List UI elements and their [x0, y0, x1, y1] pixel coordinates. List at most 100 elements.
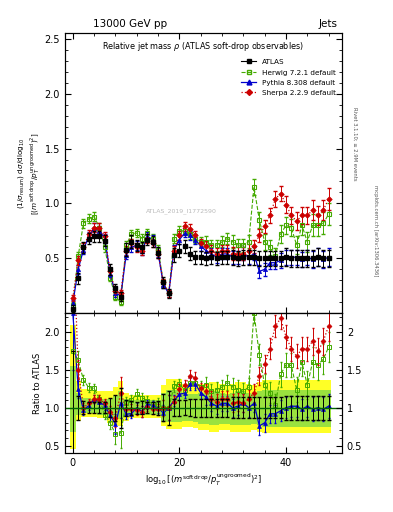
Bar — [75, 381, 81, 421]
Bar — [187, 394, 193, 420]
Bar — [294, 390, 299, 426]
Bar — [177, 379, 182, 429]
Bar — [246, 393, 252, 425]
Bar — [123, 393, 129, 420]
Bar — [315, 390, 321, 426]
Bar — [262, 390, 267, 426]
Bar — [235, 391, 241, 425]
Bar — [123, 399, 129, 416]
Bar — [92, 399, 97, 413]
Bar — [278, 390, 283, 426]
Bar — [257, 391, 262, 425]
Text: Jets: Jets — [319, 19, 338, 29]
Bar — [81, 398, 86, 413]
Bar — [155, 395, 161, 418]
Bar — [129, 395, 134, 418]
Text: Relative jet mass $\rho$ (ATLAS soft-drop observables): Relative jet mass $\rho$ (ATLAS soft-dro… — [103, 40, 304, 53]
Bar — [257, 382, 262, 432]
Bar — [305, 390, 310, 426]
Bar — [102, 391, 107, 418]
Text: Rivet 3.1.10; ≥ 2.9M events: Rivet 3.1.10; ≥ 2.9M events — [352, 106, 357, 180]
Bar — [113, 387, 118, 425]
Bar — [102, 399, 107, 415]
Bar — [70, 366, 75, 432]
Y-axis label: Ratio to ATLAS: Ratio to ATLAS — [33, 353, 42, 414]
Bar — [204, 383, 209, 431]
Bar — [140, 395, 145, 418]
Bar — [204, 393, 209, 423]
Bar — [321, 390, 326, 426]
Bar — [81, 389, 86, 417]
Bar — [246, 383, 252, 432]
Bar — [166, 390, 171, 422]
Bar — [198, 393, 204, 423]
Bar — [219, 393, 225, 423]
Bar — [166, 379, 171, 429]
Bar — [161, 393, 166, 420]
Bar — [182, 383, 187, 426]
Bar — [134, 400, 140, 415]
Bar — [294, 380, 299, 434]
Bar — [262, 380, 267, 434]
Bar — [230, 393, 235, 425]
Y-axis label: $(1/\sigma_\mathrm{resum})\ \mathrm{d}\sigma/\mathrm{d}\log_{10}$
$[(m^{\mathrm{: $(1/\sigma_\mathrm{resum})\ \mathrm{d}\s… — [16, 132, 42, 215]
Bar — [315, 380, 321, 434]
Bar — [182, 393, 187, 420]
Bar — [252, 385, 257, 431]
Bar — [283, 380, 288, 434]
Bar — [214, 382, 219, 432]
Bar — [107, 399, 113, 418]
Legend: ATLAS, Herwig 7.2.1 default, Pythia 8.308 default, Sherpa 2.2.9 default: ATLAS, Herwig 7.2.1 default, Pythia 8.30… — [238, 56, 339, 99]
Bar — [171, 379, 177, 429]
Bar — [150, 395, 155, 418]
Bar — [86, 398, 92, 413]
Bar — [187, 385, 193, 426]
Text: mcplots.cern.ch [arXiv:1306.3436]: mcplots.cern.ch [arXiv:1306.3436] — [373, 185, 378, 276]
Bar — [86, 389, 92, 417]
Bar — [97, 399, 102, 415]
Bar — [193, 385, 198, 428]
Bar — [171, 390, 177, 422]
Bar — [288, 390, 294, 426]
Bar — [209, 382, 214, 432]
Bar — [113, 396, 118, 419]
Bar — [150, 400, 155, 415]
Bar — [209, 391, 214, 425]
Bar — [134, 395, 140, 418]
Bar — [70, 325, 75, 450]
Bar — [214, 391, 219, 425]
Text: ATLAS_2019_I1772590: ATLAS_2019_I1772590 — [146, 208, 217, 214]
Bar — [161, 385, 166, 426]
Bar — [118, 381, 123, 426]
Bar — [225, 394, 230, 423]
Bar — [326, 380, 331, 434]
Bar — [97, 391, 102, 418]
Bar — [145, 400, 150, 415]
Bar — [230, 383, 235, 432]
Bar — [92, 390, 97, 417]
Bar — [107, 391, 113, 423]
Bar — [278, 380, 283, 434]
Bar — [310, 380, 315, 434]
Bar — [241, 391, 246, 425]
Bar — [219, 383, 225, 431]
X-axis label: $\log_{10}[(m^{\mathrm{soft\,drop}}/p_T^{\mathrm{ungroomed}})^2]$: $\log_{10}[(m^{\mathrm{soft\,drop}}/p_T^… — [145, 472, 262, 488]
Bar — [310, 390, 315, 426]
Text: 13000 GeV pp: 13000 GeV pp — [93, 19, 167, 29]
Bar — [267, 390, 273, 426]
Bar — [198, 383, 204, 431]
Bar — [145, 395, 150, 418]
Bar — [299, 390, 305, 426]
Bar — [305, 380, 310, 434]
Bar — [75, 393, 81, 415]
Bar — [273, 380, 278, 434]
Bar — [252, 394, 257, 423]
Bar — [129, 400, 134, 415]
Bar — [235, 382, 241, 432]
Bar — [299, 380, 305, 434]
Bar — [241, 382, 246, 432]
Bar — [288, 380, 294, 434]
Bar — [118, 391, 123, 419]
Bar — [273, 390, 278, 426]
Bar — [326, 390, 331, 426]
